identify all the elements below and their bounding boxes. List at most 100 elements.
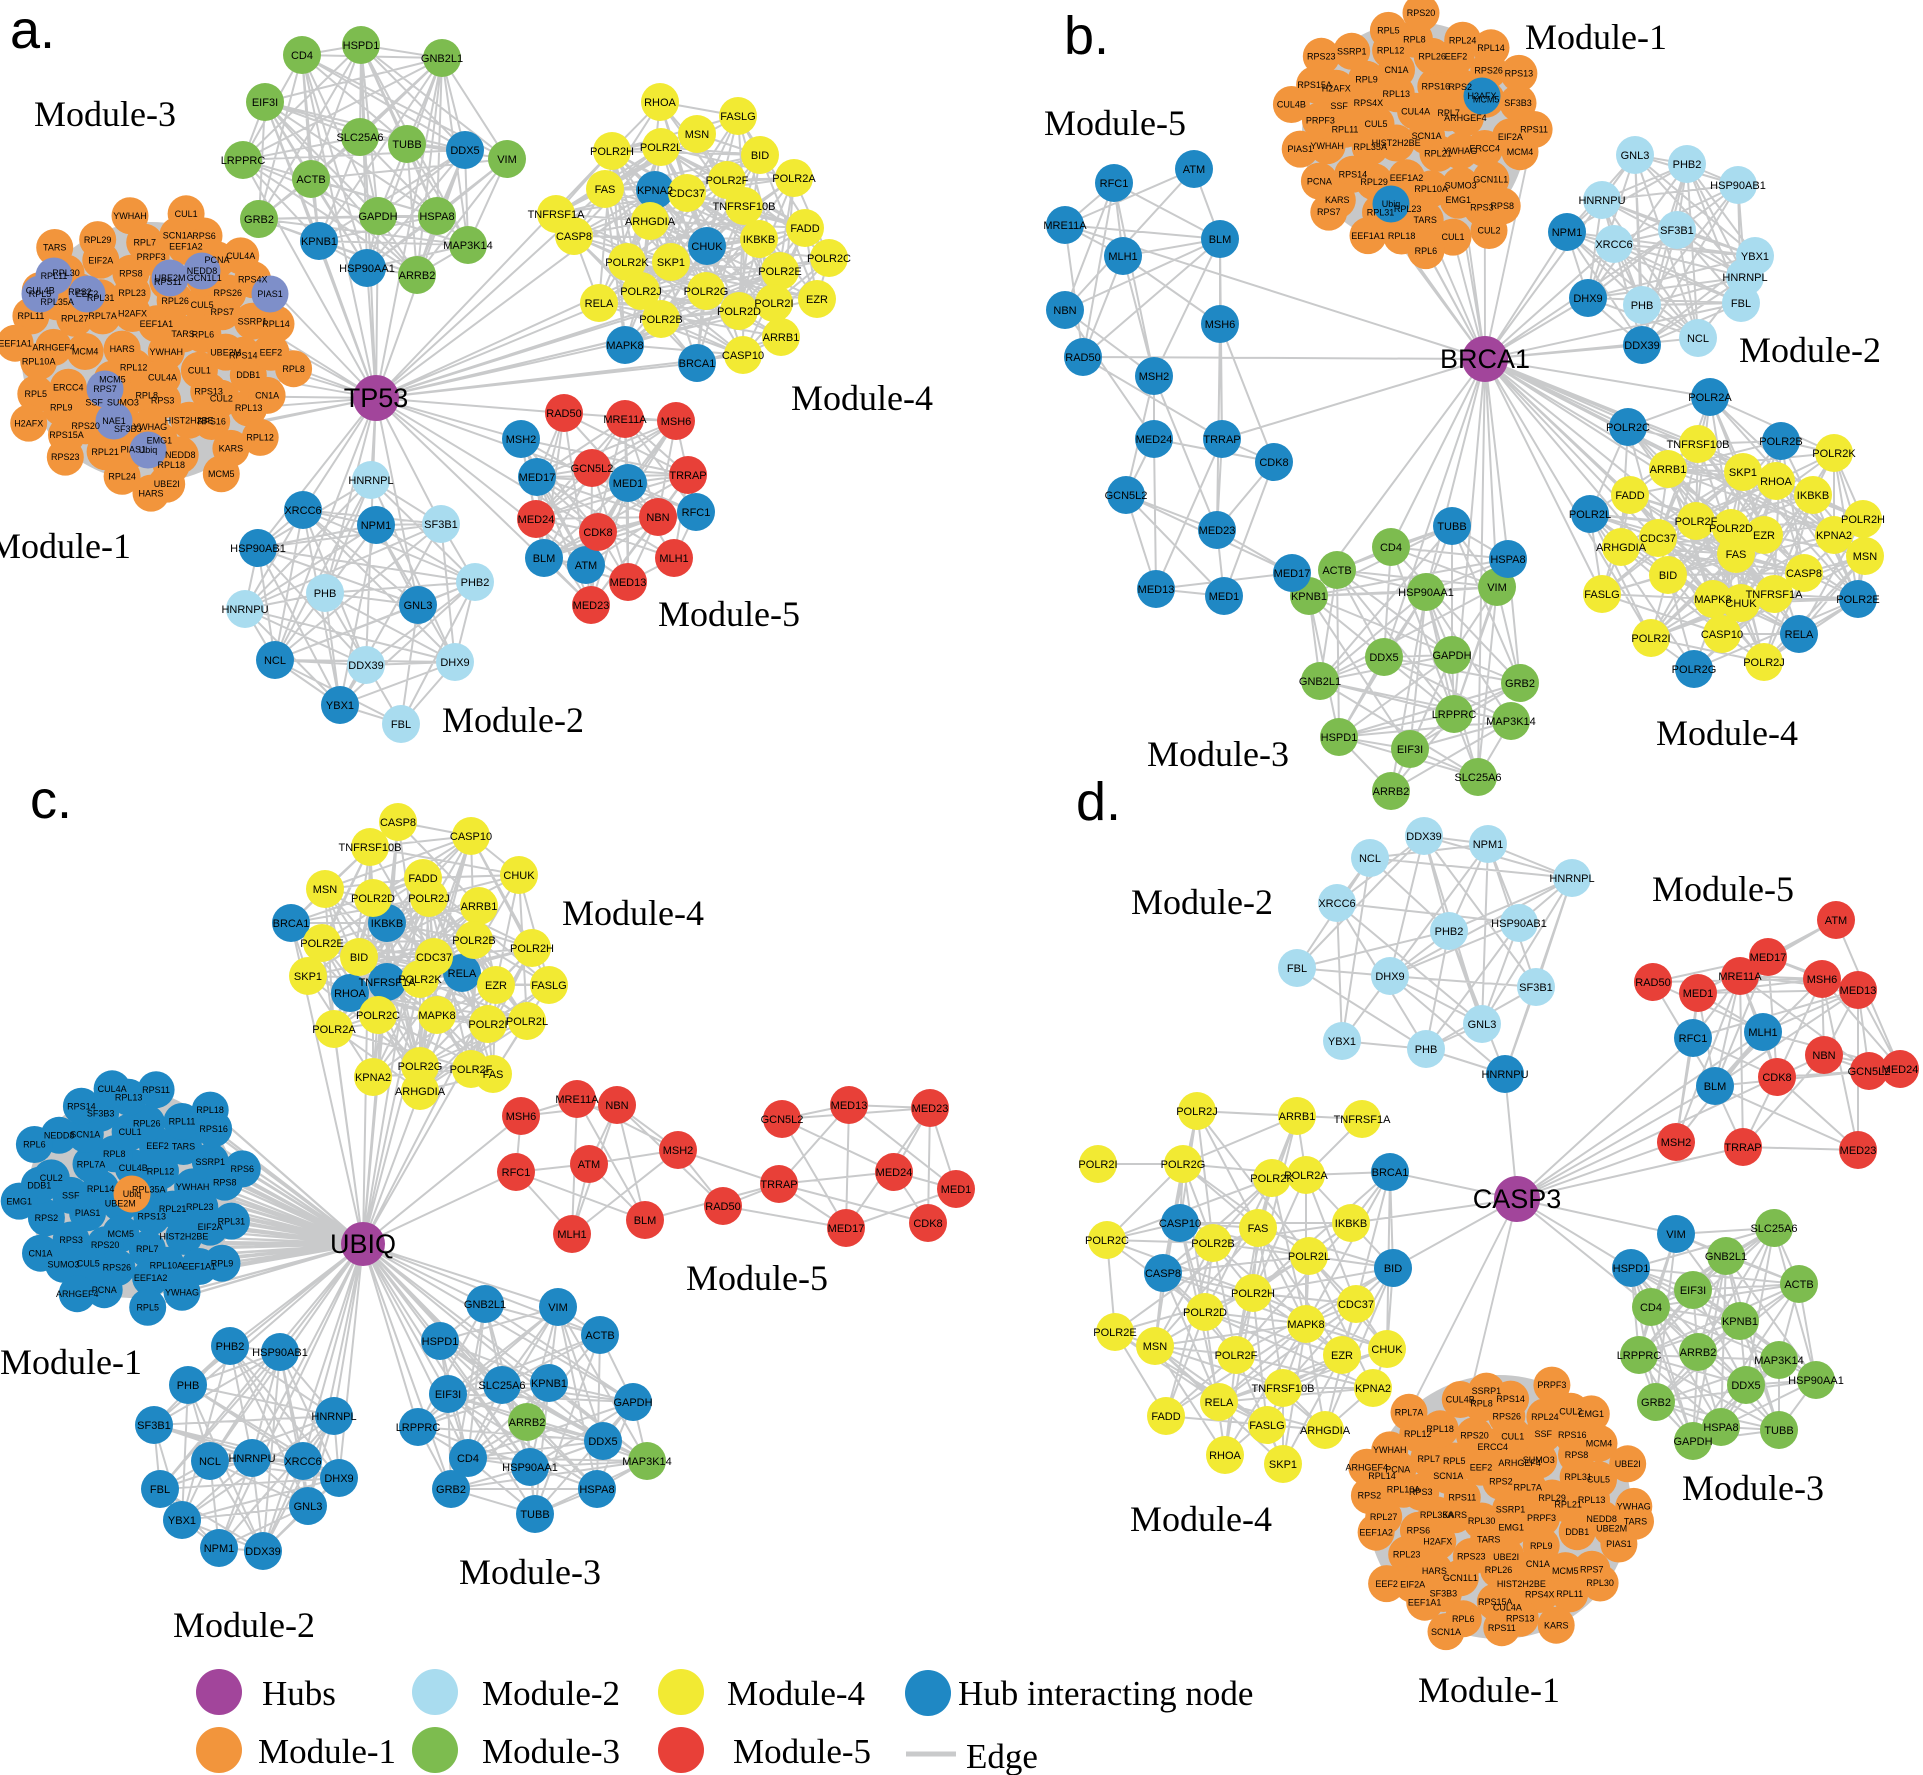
svg-text:NBN: NBN [1053,305,1076,317]
svg-text:Module-2: Module-2 [173,1605,315,1645]
svg-text:MED24: MED24 [1882,1064,1919,1076]
svg-text:POLR2E: POLR2E [758,266,801,278]
svg-text:YWHAH: YWHAH [150,347,184,357]
svg-text:NPM1: NPM1 [204,1543,235,1555]
svg-text:RPS16: RPS16 [199,1124,228,1134]
svg-text:FASLG: FASLG [720,111,755,123]
svg-text:RELA: RELA [448,968,477,980]
svg-text:GCN1L1: GCN1L1 [1473,175,1508,185]
svg-text:RPS6: RPS6 [192,231,216,241]
svg-text:DDX5: DDX5 [1369,652,1398,664]
svg-text:POLR2A: POLR2A [312,1024,356,1036]
svg-text:RAD50: RAD50 [1635,977,1670,989]
svg-text:EEF1A1: EEF1A1 [1408,1597,1442,1607]
svg-text:IKBKB: IKBKB [743,234,775,246]
svg-text:Module-1: Module-1 [1418,1670,1560,1710]
svg-text:POLR2H: POLR2H [1231,1288,1275,1300]
svg-text:RHOA: RHOA [1760,476,1792,488]
svg-text:ARHGDIA: ARHGDIA [395,1086,446,1098]
svg-text:RPL27: RPL27 [61,313,89,323]
svg-text:GRB2: GRB2 [1505,678,1535,690]
svg-text:POLR2K: POLR2K [1250,1173,1294,1185]
svg-text:RPL18: RPL18 [158,460,186,470]
svg-text:EMG1: EMG1 [6,1196,32,1206]
svg-text:PIAS1: PIAS1 [1606,1539,1632,1549]
svg-text:POLR2F: POLR2F [1675,516,1718,528]
svg-text:MED17: MED17 [1274,568,1311,580]
svg-text:HSP90AA1: HSP90AA1 [1788,1375,1844,1387]
svg-text:POLR2J: POLR2J [620,286,662,298]
svg-text:BID: BID [1384,1263,1402,1275]
svg-text:UBIQ: UBIQ [330,1229,396,1259]
svg-text:ARRB1: ARRB1 [1279,1111,1316,1123]
svg-text:RPL7A: RPL7A [77,1159,106,1169]
svg-text:NAE1: NAE1 [102,416,126,426]
svg-text:NEDD8: NEDD8 [187,266,218,276]
svg-text:RPS13: RPS13 [194,387,223,397]
svg-text:MAP3K14: MAP3K14 [1754,1355,1804,1367]
svg-text:RPS6: RPS6 [231,1164,255,1174]
svg-text:RPL26: RPL26 [161,296,189,306]
svg-text:FAS: FAS [1248,1223,1269,1235]
svg-text:UBE2M: UBE2M [105,1198,136,1208]
svg-text:RPS15A: RPS15A [49,430,84,440]
svg-text:CUL5: CUL5 [191,300,214,310]
svg-text:CDC37: CDC37 [416,952,452,964]
svg-text:HSP90AA1: HSP90AA1 [339,263,395,275]
svg-text:ARHGEF4: ARHGEF4 [1444,113,1487,123]
svg-text:HSP90AB1: HSP90AB1 [252,1347,308,1359]
svg-text:MAPK8: MAPK8 [1694,594,1731,606]
svg-text:CASP8: CASP8 [1145,1268,1181,1280]
svg-text:LRPPRC: LRPPRC [221,155,266,167]
svg-text:POLR2A: POLR2A [1284,1170,1328,1182]
svg-text:RPL30: RPL30 [52,268,80,278]
svg-text:RPS7: RPS7 [93,384,117,394]
svg-text:BRCA1: BRCA1 [679,358,716,370]
svg-text:EIF2A: EIF2A [1498,132,1523,142]
svg-text:MSH6: MSH6 [1807,974,1838,986]
svg-text:Module-2: Module-2 [482,1674,620,1713]
svg-text:RPL10A: RPL10A [22,357,56,367]
svg-text:Ubiq: Ubiq [139,445,158,455]
svg-text:LRPPRC: LRPPRC [1432,709,1477,721]
svg-text:RPL21: RPL21 [91,447,119,457]
svg-text:MSN: MSN [1853,551,1878,563]
svg-text:RHOA: RHOA [644,97,676,109]
svg-text:CUL4B: CUL4B [26,286,55,296]
svg-text:RELA: RELA [1205,1397,1234,1409]
svg-text:MSN: MSN [1143,1341,1168,1353]
svg-text:SCN1A: SCN1A [163,230,193,240]
svg-text:MED24: MED24 [1136,434,1173,446]
svg-text:POLR2K: POLR2K [398,974,442,986]
svg-text:POLR2E: POLR2E [1836,594,1879,606]
svg-text:TUBB: TUBB [1764,1425,1793,1437]
svg-text:SF3B1: SF3B1 [1519,982,1553,994]
svg-text:EEF1A2: EEF1A2 [1390,173,1424,183]
svg-text:DDX39: DDX39 [1406,831,1441,843]
svg-text:RPS7: RPS7 [1317,207,1341,217]
svg-text:SKP1: SKP1 [1729,467,1757,479]
svg-text:RPS11: RPS11 [1448,1493,1476,1503]
svg-text:EMG1: EMG1 [1579,1409,1605,1419]
svg-text:ACTB: ACTB [1322,565,1351,577]
svg-text:RPS2: RPS2 [1448,82,1472,92]
svg-text:CUL4A: CUL4A [1493,1603,1522,1613]
svg-text:CHUK: CHUK [1371,1344,1403,1356]
svg-text:RPL10A: RPL10A [1414,184,1448,194]
svg-text:Module-4: Module-4 [727,1674,865,1713]
svg-text:POLR2C: POLR2C [807,253,851,265]
svg-text:POLR2D: POLR2D [717,306,761,318]
svg-text:POLR2I: POLR2I [1078,1159,1117,1171]
svg-text:PHB2: PHB2 [461,577,490,589]
svg-text:ARRB2: ARRB2 [399,270,436,282]
svg-text:MCM5: MCM5 [1473,94,1500,104]
svg-text:POLR2F: POLR2F [706,175,749,187]
svg-text:CD4: CD4 [1640,1302,1662,1314]
svg-text:DDX39: DDX39 [245,1546,280,1558]
svg-text:RPL14: RPL14 [262,319,290,329]
svg-text:GRB2: GRB2 [436,1484,466,1496]
svg-text:RPS15A: RPS15A [1478,1597,1513,1607]
svg-text:CUL2: CUL2 [1559,1406,1582,1416]
svg-text:RPS20: RPS20 [71,421,100,431]
svg-text:HSPA8: HSPA8 [419,211,454,223]
